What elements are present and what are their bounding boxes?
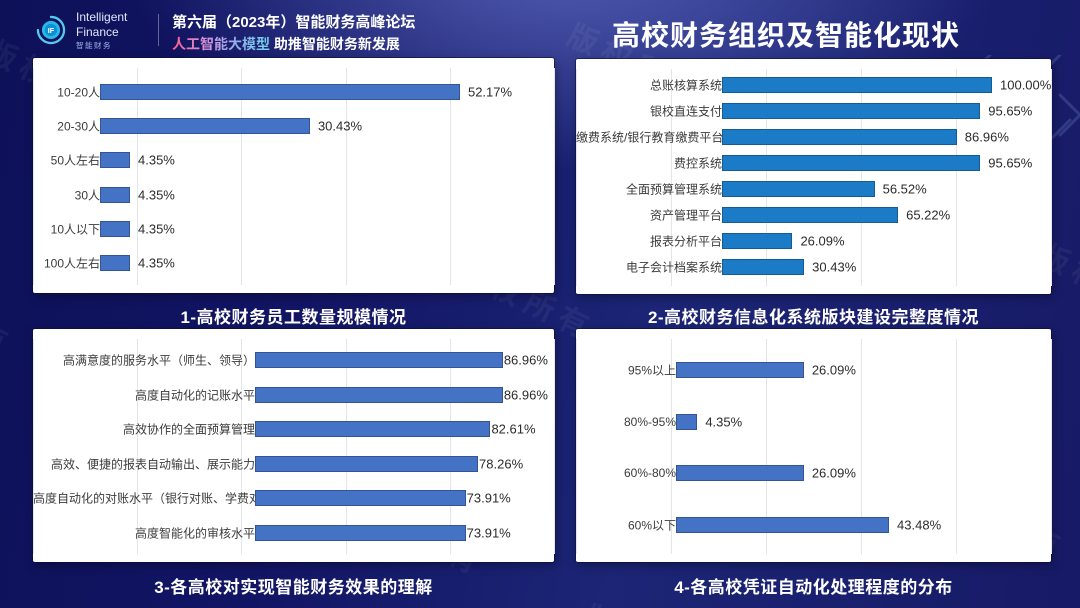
svg-text:IF: IF [48, 26, 55, 35]
